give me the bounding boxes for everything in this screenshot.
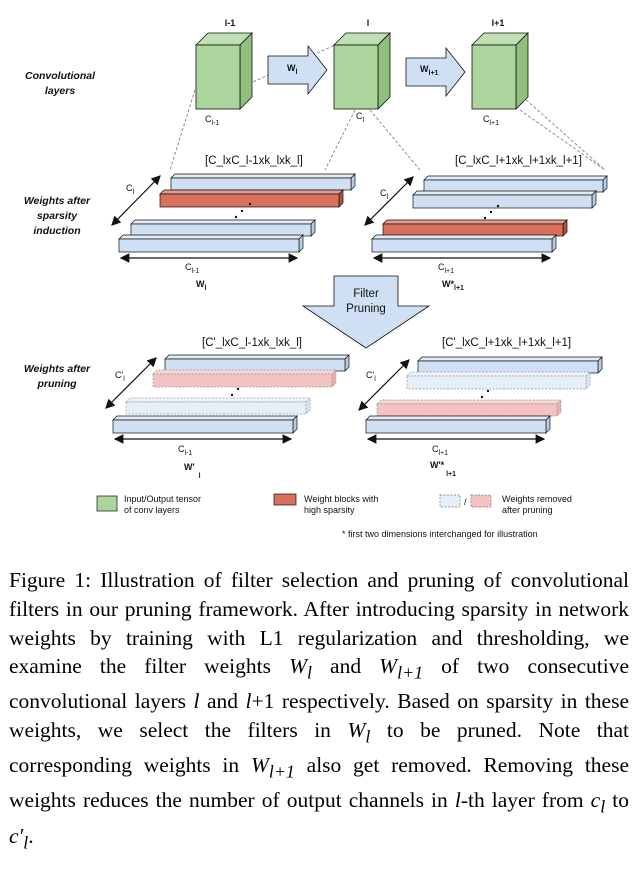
svg-text:Cl+1: Cl+1	[483, 114, 499, 127]
row-label-conv: Convolutional layers	[25, 70, 96, 97]
svg-text:pruning: pruning	[36, 378, 77, 390]
svg-text:[C'_lxC_l-1xk_lxk_l]: [C'_lxC_l-1xk_lxk_l]	[202, 337, 302, 349]
svg-text:Wl+1: Wl+1	[420, 64, 439, 77]
svg-text:Cl-1: Cl-1	[178, 444, 192, 457]
svg-text:Weights after: Weights after	[24, 363, 91, 375]
svg-text:l: l	[367, 18, 370, 28]
svg-text:Weights removed: Weights removed	[502, 494, 572, 504]
svg-text:C'l: C'l	[115, 370, 125, 383]
caption-text: Figure 1: Illustration of filter selecti…	[9, 568, 630, 852]
svg-text:Cl-1: Cl-1	[205, 114, 219, 127]
svg-text:W'*l+1: W'*l+1	[430, 460, 456, 478]
svg-text:l+1: l+1	[492, 18, 505, 28]
svg-text:Cl-1: Cl-1	[185, 262, 199, 275]
svg-text:Cl: Cl	[126, 183, 135, 196]
svg-text:layers: layers	[45, 85, 76, 97]
svg-text:[C'_lxC_l+1xk_l+1xk_l+1]: [C'_lxC_l+1xk_l+1xk_l+1]	[442, 337, 571, 349]
svg-text:Convolutional: Convolutional	[25, 70, 96, 82]
svg-text:after pruning: after pruning	[502, 505, 553, 515]
svg-text:W'l: W'l	[184, 462, 201, 480]
projection-lines	[169, 44, 606, 171]
svg-text:sparsity: sparsity	[37, 210, 78, 222]
svg-text:[C_lxC_l-1xk_lxk_l]: [C_lxC_l-1xk_lxk_l]	[205, 155, 303, 167]
footnote: * first two dimensions interchanged for …	[342, 529, 538, 539]
legend-item-sparse: Weight blocks with high sparsity	[273, 493, 378, 515]
svg-text:Filter: Filter	[353, 288, 379, 300]
svg-text:Input/Output tensor: Input/Output tensor	[124, 494, 201, 504]
svg-text:Pruning: Pruning	[346, 303, 386, 315]
svg-text:Cl+1: Cl+1	[432, 444, 448, 457]
svg-text:C'l: C'l	[366, 370, 376, 383]
legend-item-tensor: Input/Output tensor of conv layers	[96, 494, 201, 515]
svg-text:Weight blocks with: Weight blocks with	[304, 494, 378, 504]
sparse-weights-left: [C_lxC_l-1xk_lxk_l] Cl Cl-1 Wl	[111, 155, 356, 292]
svg-text:high sparsity: high sparsity	[304, 505, 355, 515]
figure-caption: Figure 1: Illustration of filter selecti…	[9, 566, 629, 857]
arrow-w-l-plus-1: Wl+1	[405, 46, 466, 98]
arrow-w-l: Wl	[267, 44, 328, 96]
legend-item-removed: / Weights removed after pruning	[439, 494, 572, 515]
svg-text:W*l+1: W*l+1	[442, 279, 464, 292]
svg-text:Cl: Cl	[380, 188, 389, 201]
tensor-l-plus-1: l+1 Cl+1	[471, 18, 529, 127]
pruned-weights-right: [C'_lxC_l+1xk_l+1xk_l+1] C'l Cl+1 W'*l+1	[358, 337, 603, 478]
svg-text:Cl+1: Cl+1	[438, 262, 454, 275]
svg-text:Wl: Wl	[196, 279, 207, 292]
svg-text:/: /	[464, 497, 467, 507]
row-label-sparse: Weights after sparsity induction	[24, 195, 91, 237]
svg-text:induction: induction	[33, 225, 80, 237]
svg-text:of conv layers: of conv layers	[124, 505, 180, 515]
tensor-l-minus-1: l-1 Cl-1	[195, 18, 253, 127]
row-label-pruned: Weights after pruning	[24, 363, 91, 390]
sparse-weights-right: [C_lxC_l+1xk_l+1xk_l+1] Cl Cl+1 W*l+1	[364, 155, 608, 292]
pruning-diagram: Convolutional layers Weights after spars…	[24, 18, 608, 539]
svg-text:Weights after: Weights after	[24, 195, 91, 207]
legend: Input/Output tensor of conv layers Weigh…	[96, 493, 572, 539]
svg-text:[C_lxC_l+1xk_l+1xk_l+1]: [C_lxC_l+1xk_l+1xk_l+1]	[455, 155, 582, 167]
svg-text:Cl: Cl	[356, 111, 365, 124]
svg-text:Wl: Wl	[287, 63, 298, 76]
pruned-weights-left: [C'_lxC_l-1xk_lxk_l] C'l Cl-1 W'l	[105, 337, 350, 480]
svg-text:l-1: l-1	[225, 18, 236, 28]
tensor-l: l Cl	[333, 18, 391, 124]
filter-pruning-arrow: Filter Pruning	[301, 275, 431, 349]
